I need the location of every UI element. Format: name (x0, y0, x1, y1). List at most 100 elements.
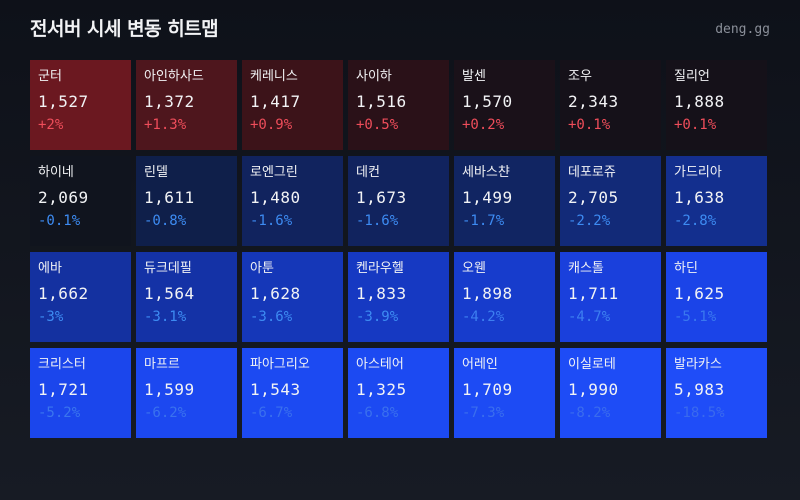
server-price: 1,709 (462, 380, 513, 399)
server-price: 1,527 (38, 92, 89, 111)
price-change: -4.2% (462, 309, 505, 325)
heatmap-cell[interactable]: 발라카스 5,983 -18.5% (666, 348, 767, 438)
price-change: -18.5% (674, 405, 725, 421)
server-name: 세바스챤 (462, 165, 510, 180)
heatmap-cell[interactable]: 마프르 1,599 -6.2% (136, 348, 237, 438)
heatmap-cell[interactable]: 파아그리오 1,543 -6.7% (242, 348, 343, 438)
server-name: 에바 (38, 261, 62, 276)
server-price: 1,570 (462, 92, 513, 111)
heatmap-cell[interactable]: 듀크데필 1,564 -3.1% (136, 252, 237, 342)
price-change: -5.2% (38, 405, 81, 421)
price-change: -3% (38, 309, 64, 325)
server-price: 1,564 (144, 284, 195, 303)
price-change: -2.8% (674, 213, 717, 229)
server-name: 캐스톨 (568, 261, 604, 276)
server-name: 아인하사드 (144, 69, 204, 84)
heatmap-cell[interactable]: 세바스챤 1,499 -1.7% (454, 156, 555, 246)
price-change: +2% (38, 117, 64, 133)
server-name: 하이네 (38, 165, 74, 180)
server-name: 군터 (38, 69, 62, 84)
server-name: 하딘 (674, 261, 698, 276)
heatmap-cell[interactable]: 조우 2,343 +0.1% (560, 60, 661, 150)
price-change: -7.3% (462, 405, 505, 421)
price-change: +0.1% (674, 117, 717, 133)
brand-label: deng.gg (715, 22, 770, 37)
server-name: 켄라우헬 (356, 261, 404, 276)
server-price: 1,711 (568, 284, 619, 303)
heatmap-cell[interactable]: 하딘 1,625 -5.1% (666, 252, 767, 342)
server-price: 1,721 (38, 380, 89, 399)
heatmap-cell[interactable]: 아툰 1,628 -3.6% (242, 252, 343, 342)
price-change: -2.2% (568, 213, 611, 229)
price-change: -0.1% (38, 213, 81, 229)
price-change: -3.9% (356, 309, 399, 325)
server-name: 마프르 (144, 357, 180, 372)
heatmap-cell[interactable]: 크리스터 1,721 -5.2% (30, 348, 131, 438)
server-price: 2,705 (568, 188, 619, 207)
heatmap-cell[interactable]: 로엔그린 1,480 -1.6% (242, 156, 343, 246)
server-price: 1,990 (568, 380, 619, 399)
heatmap-cell[interactable]: 캐스톨 1,711 -4.7% (560, 252, 661, 342)
price-change: -3.6% (250, 309, 293, 325)
heatmap-cell[interactable]: 군터 1,527 +2% (30, 60, 131, 150)
heatmap-cell[interactable]: 오웬 1,898 -4.2% (454, 252, 555, 342)
server-price: 1,499 (462, 188, 513, 207)
heatmap-cell[interactable]: 질리언 1,888 +0.1% (666, 60, 767, 150)
heatmap-cell[interactable]: 이실로테 1,990 -8.2% (560, 348, 661, 438)
server-price: 1,833 (356, 284, 407, 303)
heatmap-cell[interactable]: 발센 1,570 +0.2% (454, 60, 555, 150)
price-change: +0.5% (356, 117, 399, 133)
price-change: +0.9% (250, 117, 293, 133)
heatmap-cell[interactable]: 사이하 1,516 +0.5% (348, 60, 449, 150)
heatmap-cell[interactable]: 케레니스 1,417 +0.9% (242, 60, 343, 150)
server-name: 아툰 (250, 261, 274, 276)
heatmap-cell[interactable]: 에바 1,662 -3% (30, 252, 131, 342)
page-title: 전서버 시세 변동 히트맵 (30, 18, 219, 40)
price-change: +0.1% (568, 117, 611, 133)
price-change: -4.7% (568, 309, 611, 325)
price-change: -5.1% (674, 309, 717, 325)
server-name: 파아그리오 (250, 357, 310, 372)
price-change: -6.8% (356, 405, 399, 421)
heatmap-grid: 군터 1,527 +2% 아인하사드 1,372 +1.3% 케레니스 1,417 +0.9% 사… (30, 60, 767, 438)
server-price: 1,480 (250, 188, 301, 207)
price-change: -3.1% (144, 309, 187, 325)
price-change: -1.6% (250, 213, 293, 229)
server-price: 1,325 (356, 380, 407, 399)
price-change: -1.7% (462, 213, 505, 229)
server-price: 1,888 (674, 92, 725, 111)
server-name: 데컨 (356, 165, 380, 180)
server-name: 아스테어 (356, 357, 404, 372)
server-name: 오웬 (462, 261, 486, 276)
server-price: 1,628 (250, 284, 301, 303)
heatmap-cell[interactable]: 아인하사드 1,372 +1.3% (136, 60, 237, 150)
server-price: 1,898 (462, 284, 513, 303)
heatmap-cell[interactable]: 하이네 2,069 -0.1% (30, 156, 131, 246)
heatmap-cell[interactable]: 데컨 1,673 -1.6% (348, 156, 449, 246)
heatmap-cell[interactable]: 가드리아 1,638 -2.8% (666, 156, 767, 246)
server-price: 1,638 (674, 188, 725, 207)
heatmap-cell[interactable]: 데포로쥬 2,705 -2.2% (560, 156, 661, 246)
server-name: 듀크데필 (144, 261, 192, 276)
price-change: -0.8% (144, 213, 187, 229)
server-price: 2,343 (568, 92, 619, 111)
server-price: 1,662 (38, 284, 89, 303)
server-name: 사이하 (356, 69, 392, 84)
server-price: 1,673 (356, 188, 407, 207)
price-change: -6.7% (250, 405, 293, 421)
server-name: 크리스터 (38, 357, 86, 372)
server-price: 1,417 (250, 92, 301, 111)
heatmap-cell[interactable]: 아스테어 1,325 -6.8% (348, 348, 449, 438)
heatmap-cell[interactable]: 린델 1,611 -0.8% (136, 156, 237, 246)
server-name: 가드리아 (674, 165, 722, 180)
price-change: -8.2% (568, 405, 611, 421)
server-name: 케레니스 (250, 69, 298, 84)
server-price: 2,069 (38, 188, 89, 207)
server-price: 5,983 (674, 380, 725, 399)
heatmap-cell[interactable]: 켄라우헬 1,833 -3.9% (348, 252, 449, 342)
price-change: -6.2% (144, 405, 187, 421)
heatmap-cell[interactable]: 어레인 1,709 -7.3% (454, 348, 555, 438)
server-price: 1,372 (144, 92, 195, 111)
server-name: 이실로테 (568, 357, 616, 372)
server-price: 1,611 (144, 188, 195, 207)
